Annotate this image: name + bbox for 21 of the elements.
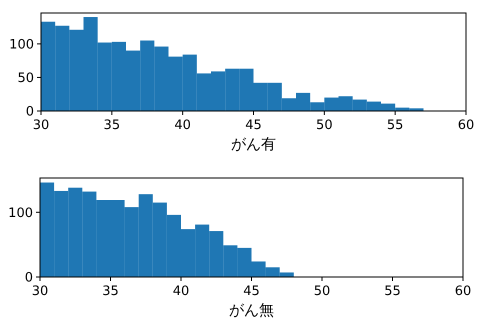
x-tick-label: 60	[458, 118, 474, 133]
x-tick-label: 35	[104, 118, 120, 133]
x-tick-label: 45	[243, 284, 260, 299]
y-tick-label: 100	[8, 206, 33, 221]
x-tick-label: 55	[386, 118, 404, 133]
x-tick-label: 40	[172, 284, 190, 299]
y-tick-label: 0	[26, 104, 34, 120]
y-tick-label: 100	[9, 37, 34, 52]
x-axis-title: がん有	[231, 135, 276, 153]
y-tick-label: 0	[24, 270, 33, 286]
x-tick-label: 55	[384, 284, 401, 299]
x-tick-label: 40	[174, 118, 191, 133]
y-tick-label: 50	[17, 70, 34, 86]
x-tick-label: 35	[102, 284, 119, 299]
x-tick-label: 60	[454, 284, 472, 299]
x-axis-title: がん無	[229, 301, 274, 319]
x-tick-label: 50	[316, 118, 333, 133]
x-tick-label: 45	[245, 118, 262, 133]
x-tick-label: 30	[32, 118, 50, 133]
x-tick-label: 30	[32, 284, 48, 299]
x-tick-label: 50	[314, 284, 330, 299]
